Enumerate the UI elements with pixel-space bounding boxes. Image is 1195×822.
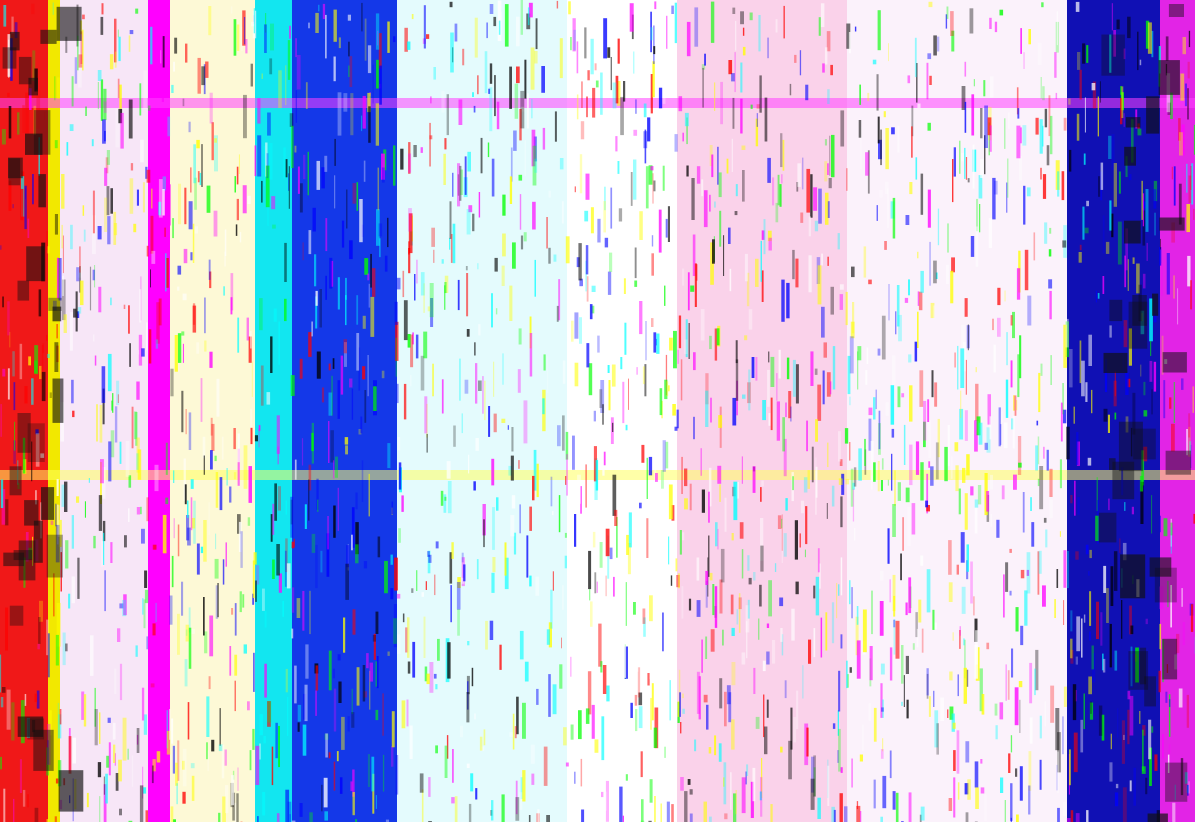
- white-magenta-band: [60, 0, 150, 822]
- horizontal-seam-top: [0, 98, 1195, 108]
- magenta-edge-band: [1160, 0, 1195, 822]
- pink-band: [677, 0, 847, 822]
- light-band: [847, 0, 1067, 822]
- dark-blue-band: [1067, 0, 1167, 822]
- horizontal-seam-middle: [0, 470, 1195, 480]
- blue-band: [292, 0, 397, 822]
- white-cyan-band: [397, 0, 567, 822]
- white-center-band: [567, 0, 677, 822]
- magenta-band: [148, 0, 170, 822]
- white-yellow-band: [170, 0, 255, 822]
